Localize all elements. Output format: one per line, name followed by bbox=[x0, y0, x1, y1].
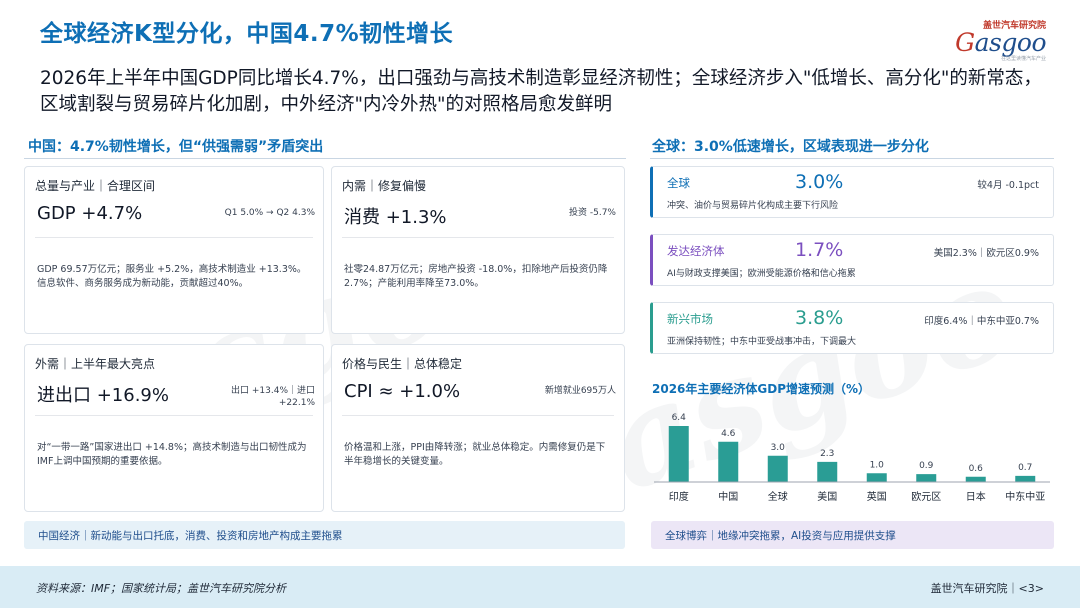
global-section-title: 全球：3.0%低速增长，区域表现进一步分化 bbox=[652, 139, 929, 155]
category-label: 印度 bbox=[669, 490, 689, 503]
card-side-note: Q1 5.0% → Q2 4.3% bbox=[224, 208, 315, 218]
bar-1 bbox=[718, 441, 739, 482]
region-desc: 亚洲保持韧性；中东中亚受战事冲击，下调最大 bbox=[667, 337, 857, 347]
region-note: 美国2.3%｜欧元区0.9% bbox=[933, 248, 1039, 259]
region-desc: 冲突、油价与贸易碎片化构成主要下行风险 bbox=[667, 201, 839, 211]
category-label: 中国 bbox=[718, 490, 738, 503]
footer: 资料来源：IMF；国家统计局；盖世汽车研究院分析 盖世汽车研究院｜<3> bbox=[0, 566, 1080, 608]
card-divider bbox=[342, 415, 614, 416]
card-side-note: 出口 +13.4%｜进口 +22.1% bbox=[231, 386, 315, 408]
china-card-external: 外需｜上半年最大亮点 进出口 +16.9% 出口 +13.4%｜进口 +22.1… bbox=[24, 344, 324, 512]
region-desc: AI与财政支撑美国；欧洲受能源价格和信心拖累 bbox=[667, 269, 856, 279]
logo-top-text: 盖世汽车研究院 bbox=[982, 21, 1046, 31]
card-desc: 对“一带一路”国家进出口 +14.8%；高技术制造与出口韧性成为IMF上调中国预… bbox=[37, 442, 307, 467]
china-section-title: 中国：4.7%韧性增长，但“供强需弱”矛盾突出 bbox=[28, 139, 324, 155]
region-name: 发达经济体 bbox=[667, 244, 725, 258]
global-section-divider bbox=[650, 158, 1054, 159]
bar-value-label: 3.0 bbox=[771, 443, 786, 453]
region-growth-value: 3.0% bbox=[795, 171, 844, 193]
card-desc: GDP 69.57万亿元；服务业 +5.2%，高技术制造业 +13.3%。信息软… bbox=[37, 264, 307, 289]
china-section-divider bbox=[24, 158, 626, 159]
bar-value-label: 6.4 bbox=[672, 413, 687, 423]
bar-4 bbox=[866, 473, 887, 482]
card-head: 外需｜上半年最大亮点 bbox=[35, 357, 156, 371]
category-label: 美国 bbox=[817, 490, 837, 503]
region-growth-value: 1.7% bbox=[795, 239, 844, 261]
china-summary-note: 中国经济｜新动能与出口托底，消费、投资和房地产构成主要拖累 bbox=[24, 521, 625, 549]
category-label: 中东中亚 bbox=[1005, 490, 1045, 503]
bar-3 bbox=[817, 461, 838, 482]
china-card-prices: 价格与民生｜总体稳定 CPI ≈ +1.0% 新增就业695万人 价格温和上涨，… bbox=[331, 344, 625, 512]
card-metric: 进出口 +16.9% bbox=[37, 385, 169, 406]
bar-5 bbox=[916, 474, 937, 482]
page-subtitle: 2026年上半年中国GDP同比增长4.7%，出口强劲与高技术制造彰显经济韧性；全… bbox=[40, 68, 1042, 115]
card-desc: 价格温和上涨，PPI由降转涨；就业总体稳定。内需修复仍是下半年稳增长的关键变量。 bbox=[344, 442, 606, 467]
china-card-output: 总量与产业｜合理区间 GDP +4.7% Q1 5.0% → Q2 4.3% G… bbox=[24, 166, 324, 334]
logo-wordmark: Gasgoo bbox=[955, 28, 1046, 57]
bar-2 bbox=[767, 455, 788, 482]
chart-title: 2026年主要经济体GDP增速预测（%） bbox=[652, 382, 871, 396]
page-title: 全球经济K型分化，中国4.7%韧性增长 bbox=[40, 21, 454, 47]
card-side-note: 新增就业695万人 bbox=[544, 386, 616, 396]
bar-value-label: 0.9 bbox=[919, 461, 934, 471]
region-note: 较4月 -0.1pct bbox=[977, 180, 1039, 191]
card-metric: 消费 +1.3% bbox=[344, 207, 447, 228]
bar-value-label: 2.3 bbox=[820, 449, 834, 459]
logo-slogan: 在这里读懂汽车产业 bbox=[1000, 56, 1046, 62]
footer-page: 盖世汽车研究院｜<3> bbox=[930, 582, 1044, 595]
region-card: 全球 3.0% 较4月 -0.1pct 冲突、油价与贸易碎片化构成主要下行风险 bbox=[650, 166, 1054, 218]
category-label: 日本 bbox=[966, 490, 986, 503]
card-side-note: 投资 -5.7% bbox=[569, 208, 616, 218]
bar-value-label: 0.7 bbox=[1018, 463, 1032, 473]
gdp-forecast-bar-chart: 6.4 印度 4.6 中国 3.0 全球 2.3 美国 1.0 英国 0.9 欧元区 0.6 日本 0.7 中… bbox=[654, 413, 1050, 503]
card-metric: CPI ≈ +1.0% bbox=[344, 381, 461, 402]
card-head: 价格与民生｜总体稳定 bbox=[342, 357, 463, 371]
category-label: 全球 bbox=[768, 490, 788, 503]
region-card: 发达经济体 1.7% 美国2.3%｜欧元区0.9% AI与财政支撑美国；欧洲受能源价格… bbox=[650, 234, 1054, 286]
gasgoo-logo: 盖世汽车研究院 Gasgoo 在这里读懂汽车产业 bbox=[942, 18, 1046, 62]
category-label: 欧元区 bbox=[911, 491, 941, 503]
card-head: 内需｜修复偏慢 bbox=[342, 179, 427, 193]
card-divider bbox=[35, 415, 313, 416]
bar-value-label: 1.0 bbox=[870, 460, 885, 470]
bar-value-label: 4.6 bbox=[721, 429, 736, 439]
region-growth-value: 3.8% bbox=[795, 307, 844, 329]
china-card-domestic: 内需｜修复偏慢 消费 +1.3% 投资 -5.7% 社零24.87万亿元；房地产… bbox=[331, 166, 625, 334]
bar-value-label: 0.6 bbox=[969, 464, 984, 474]
category-label: 英国 bbox=[867, 490, 887, 503]
bar-0 bbox=[668, 426, 689, 482]
bar-7 bbox=[1015, 475, 1036, 482]
card-divider bbox=[35, 237, 313, 238]
card-desc: 社零24.87万亿元；房地产投资 -18.0%，扣除地产后投资仍降2.7%；产能… bbox=[344, 264, 608, 289]
card-divider bbox=[342, 237, 614, 238]
bar-6 bbox=[965, 476, 986, 482]
global-summary-note: 全球博弈｜地缘冲突拖累，AI投资与应用提供支撑 bbox=[651, 521, 1054, 549]
region-card: 新兴市场 3.8% 印度6.4%｜中东中亚0.7% 亚洲保持韧性；中东中亚受战事冲击，… bbox=[650, 302, 1054, 354]
footer-source: 资料来源：IMF；国家统计局；盖世汽车研究院分析 bbox=[36, 582, 287, 595]
region-name: 新兴市场 bbox=[667, 312, 713, 326]
card-metric: GDP +4.7% bbox=[37, 203, 143, 224]
region-note: 印度6.4%｜中东中亚0.7% bbox=[924, 316, 1039, 327]
card-head: 总量与产业｜合理区间 bbox=[35, 179, 156, 193]
region-name: 全球 bbox=[667, 176, 690, 190]
